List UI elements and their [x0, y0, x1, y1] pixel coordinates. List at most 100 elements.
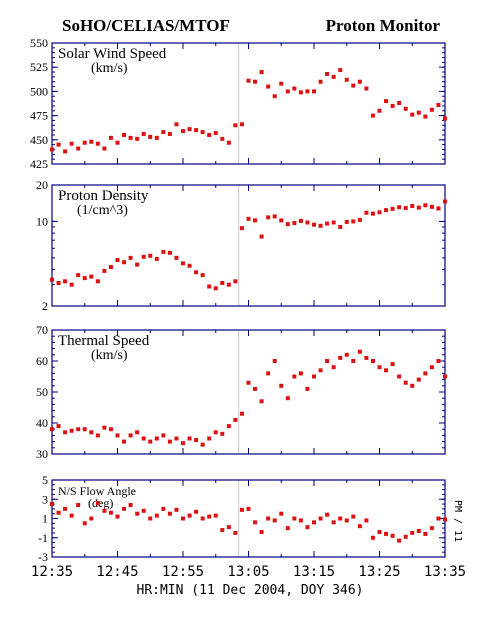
- ns-flow-angle-point: [305, 525, 310, 530]
- proton-density-point: [259, 234, 264, 239]
- ns-flow-angle-point: [122, 506, 127, 511]
- thermal-speed-point: [285, 396, 290, 401]
- solar-wind-speed-point: [141, 131, 146, 136]
- ns-flow-angle-point: [128, 503, 133, 508]
- thermal-speed-point: [102, 425, 107, 430]
- ns-flow-angle-point: [384, 531, 389, 536]
- proton-density-point: [377, 210, 382, 215]
- thermal-speed-point: [312, 374, 316, 379]
- solar-wind-speed-point: [128, 135, 133, 140]
- solar-wind-speed-point: [364, 86, 369, 91]
- thermal-speed-point: [200, 442, 205, 447]
- solar-wind-speed-point: [443, 116, 447, 121]
- ns-flow-angle-point: [207, 514, 212, 519]
- ns-flow-angle-point: [141, 508, 146, 513]
- ns-flow-angle-point: [423, 531, 428, 536]
- solar-wind-speed-point: [154, 135, 159, 140]
- ns-flow-angle-point: [76, 503, 81, 508]
- ns-flow-angle-point: [351, 514, 356, 519]
- proton-density-point: [102, 268, 107, 273]
- thermal-speed-point: [266, 371, 271, 376]
- ns-flow-angle-unit: (deg): [88, 496, 113, 510]
- solar-wind-speed-point: [122, 132, 127, 137]
- ns-flow-angle-point: [154, 513, 159, 518]
- solar-wind-speed-point: [194, 128, 199, 133]
- proton-density-point: [429, 204, 434, 209]
- ns-flow-angle-point: [239, 507, 244, 512]
- solar-wind-speed-ytick-label: 525: [30, 60, 48, 74]
- thermal-speed-point: [344, 352, 349, 357]
- solar-wind-speed-point: [167, 131, 172, 136]
- solar-wind-speed-point: [174, 122, 179, 127]
- ns-flow-angle-point: [259, 529, 264, 534]
- thermal-speed-point: [318, 368, 323, 373]
- ns-flow-angle-point: [50, 502, 54, 507]
- ns-flow-angle-point: [181, 516, 185, 521]
- x-tick-label: 13:05: [227, 564, 269, 580]
- solar-wind-speed-point: [135, 136, 140, 141]
- proton-density-point: [108, 265, 113, 270]
- solar-wind-speed-ytick-label: 500: [30, 84, 48, 98]
- ns-flow-angle-point: [357, 524, 362, 529]
- ns-flow-angle-point: [220, 528, 225, 533]
- thermal-speed-point: [167, 439, 172, 444]
- solar-wind-speed-point: [63, 149, 68, 154]
- x-tick-label: 13:15: [293, 564, 335, 580]
- ns-flow-angle-point: [174, 507, 179, 512]
- solar-wind-speed-point: [207, 132, 212, 137]
- thermal-speed-ytick-label: 50: [36, 385, 48, 399]
- thermal-speed-point: [390, 362, 395, 367]
- proton-density-point: [344, 219, 349, 224]
- proton-density-point: [292, 221, 297, 226]
- ns-flow-angle-point: [390, 533, 395, 538]
- thermal-speed-point: [351, 359, 356, 363]
- ns-flow-angle-point: [266, 516, 271, 521]
- thermal-speed-point: [279, 383, 284, 388]
- solar-wind-speed-point: [82, 140, 87, 145]
- thermal-speed-point: [377, 365, 382, 370]
- proton-density-point: [239, 226, 244, 231]
- ns-flow-angle-point: [167, 511, 172, 516]
- proton-density-point: [161, 249, 166, 254]
- solar-wind-speed-point: [416, 110, 421, 115]
- solar-wind-speed-point: [423, 114, 428, 119]
- thermal-speed-point: [325, 359, 330, 363]
- solar-wind-speed-point: [397, 101, 402, 106]
- ns-flow-angle-point: [325, 512, 330, 517]
- thermal-speed-ytick-label: 70: [36, 323, 48, 337]
- ns-flow-angle-point: [89, 516, 94, 521]
- thermal-speed-point: [76, 427, 81, 432]
- ns-flow-angle-ytick-label: 5: [42, 473, 48, 487]
- thermal-speed-point: [384, 368, 389, 373]
- ns-flow-angle-point: [56, 510, 61, 515]
- thermal-speed-point: [239, 411, 244, 416]
- thermal-speed-ytick-label: 40: [36, 416, 48, 430]
- solar-wind-speed-point: [285, 89, 290, 94]
- solar-wind-speed-ytick-label: 475: [30, 109, 48, 123]
- ns-flow-angle-point: [95, 501, 100, 506]
- proton-density-point: [298, 218, 303, 223]
- ns-flow-angle-point: [403, 534, 408, 539]
- solar-wind-speed-ytick-label: 425: [30, 157, 48, 171]
- ns-flow-angle-point: [194, 509, 199, 514]
- thermal-speed-point: [226, 424, 231, 429]
- ns-flow-angle-ytick-label: 1: [42, 512, 48, 526]
- thermal-speed-point: [246, 380, 251, 385]
- solar-wind-speed-point: [69, 141, 74, 146]
- header-left-title: SoHO/CELIAS/MTOF: [62, 16, 230, 35]
- proton-density-point: [200, 273, 205, 278]
- solar-wind-speed-point: [56, 142, 61, 147]
- thermal-speed-point: [423, 371, 428, 376]
- solar-wind-speed-point: [161, 130, 166, 135]
- thermal-speed-point: [141, 436, 146, 441]
- solar-wind-speed-point: [384, 99, 389, 104]
- proton-density-point: [390, 206, 395, 211]
- thermal-speed-point: [403, 380, 408, 385]
- x-tick-label: 13:25: [358, 564, 400, 580]
- proton-density-point: [443, 199, 447, 204]
- solar-wind-speed-point: [436, 102, 441, 107]
- solar-wind-speed-point: [370, 113, 375, 118]
- ns-flow-angle-point: [443, 517, 447, 522]
- x-tick-label: 12:35: [31, 564, 73, 580]
